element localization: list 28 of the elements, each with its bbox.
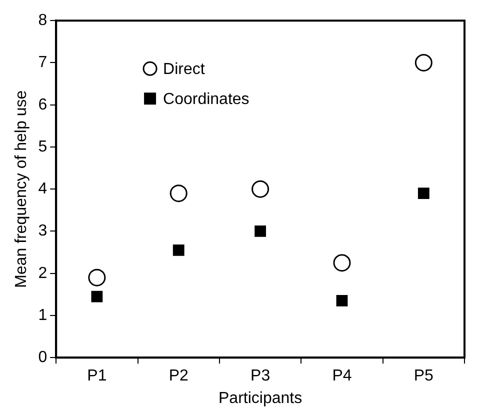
x-tick-label: P2 [168, 368, 188, 385]
x-tick-label: P4 [332, 368, 352, 385]
x-tick-label: P3 [250, 368, 270, 385]
y-tick-label: 2 [38, 264, 48, 282]
point [333, 254, 351, 272]
point [414, 54, 432, 72]
y-tick-label: 0 [38, 349, 48, 366]
point [418, 188, 430, 200]
point [91, 290, 103, 302]
y-tick-label: 7 [38, 54, 48, 72]
point [88, 268, 106, 286]
x-axis-title: Participants [218, 390, 302, 407]
y-tick-label: 4 [38, 180, 48, 198]
y-tick-label: 3 [38, 222, 48, 240]
point [254, 226, 266, 237]
point [336, 295, 348, 306]
point [172, 244, 184, 256]
y-tick-label: 1 [38, 306, 48, 324]
legend-label: Direct [163, 61, 206, 78]
legend-label: Coordinates [163, 91, 250, 108]
y-tick-label: 6 [38, 96, 48, 114]
x-tick-label: P5 [414, 368, 434, 385]
y-axis-title: Mean frequency of help use [13, 90, 30, 288]
x-tick-label: P1 [87, 368, 107, 385]
point [252, 180, 270, 198]
y-tick-label: 5 [38, 138, 48, 156]
y-tick-label: 8 [38, 12, 48, 30]
point [170, 184, 188, 202]
